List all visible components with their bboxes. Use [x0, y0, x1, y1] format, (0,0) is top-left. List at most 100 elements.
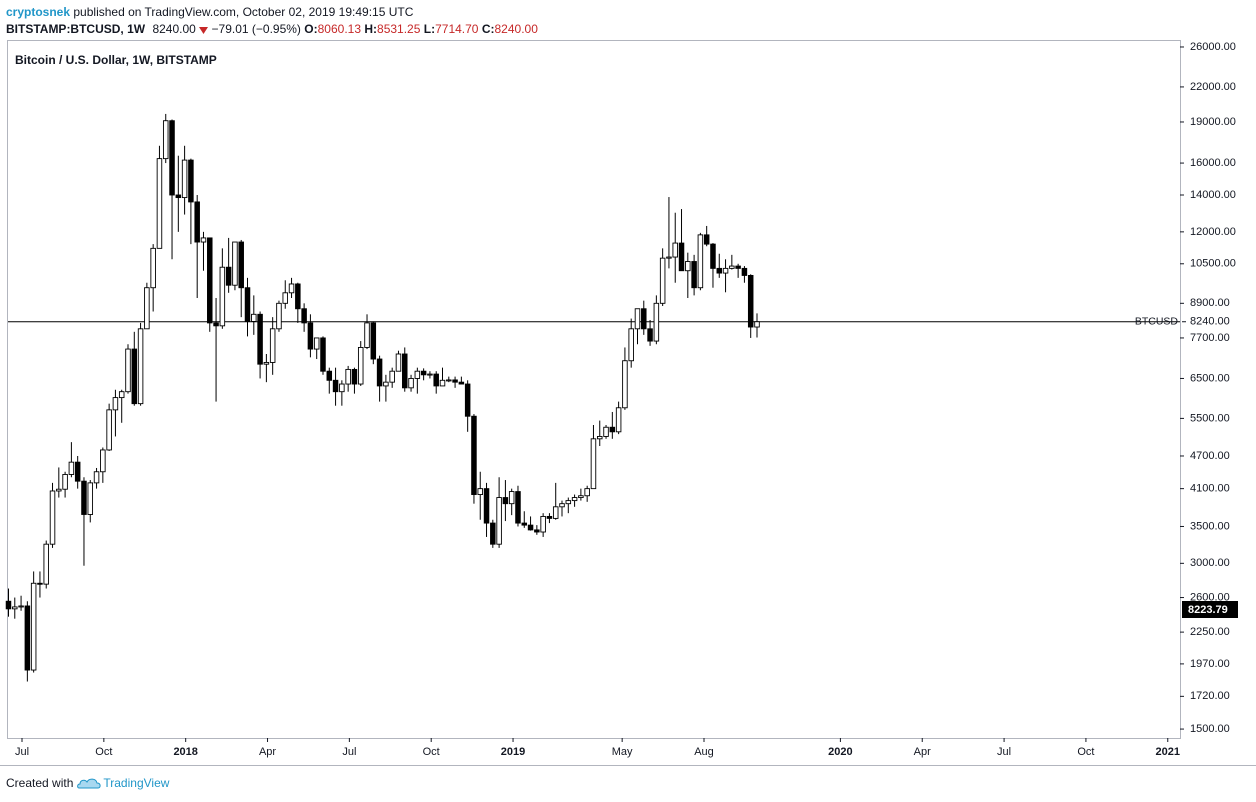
- y-tick-label: 1970.00: [1190, 658, 1230, 670]
- candle-body: [515, 491, 521, 524]
- price-tag: 8223.79: [1188, 604, 1228, 616]
- candle-body: [43, 543, 49, 585]
- candle-body: [118, 391, 125, 399]
- candle-body: [56, 488, 62, 492]
- candle-body: [93, 471, 100, 484]
- candle-body: [263, 361, 270, 365]
- x-tick-label: Aug: [694, 746, 714, 758]
- candle-body: [100, 449, 106, 473]
- x-tick-label: Jul: [997, 746, 1011, 758]
- x-tick-label: Apr: [259, 746, 276, 758]
- price-line-name: BTCUSD: [1135, 316, 1179, 328]
- y-tick-label: 14000.00: [1190, 189, 1236, 201]
- footer: Created with TradingView: [6, 776, 169, 790]
- candle-body: [194, 201, 200, 243]
- candle-body: [634, 308, 641, 330]
- candle-body: [181, 159, 188, 199]
- chart-title: Bitcoin / U.S. Dollar, 1W, BITSTAMP: [15, 53, 217, 67]
- candle-body: [464, 383, 471, 417]
- candle-body: [496, 497, 502, 545]
- candle-body: [578, 495, 584, 499]
- candle-body: [49, 490, 56, 545]
- candle-body: [534, 529, 540, 533]
- plot-frame: [7, 40, 1181, 739]
- candle-body: [213, 322, 219, 327]
- candle-body: [112, 397, 119, 411]
- candle-body: [666, 256, 672, 259]
- candle-body: [251, 313, 257, 322]
- down-arrow: [199, 26, 209, 34]
- candle-body: [710, 243, 716, 269]
- candle-body: [546, 515, 553, 519]
- candle-body: [238, 241, 244, 289]
- author: cryptosnek: [6, 5, 71, 19]
- y-tick-label: 26000.00: [1190, 41, 1236, 53]
- candle-body: [647, 328, 653, 342]
- candle-body: [722, 267, 729, 274]
- close-label: C:: [481, 22, 495, 36]
- y-tick-label: 1500.00: [1190, 723, 1230, 735]
- candle-body: [609, 426, 616, 433]
- x-tick-label: 2019: [501, 746, 525, 758]
- y-tick-label: 10500.00: [1190, 258, 1236, 270]
- candle-body: [439, 379, 446, 387]
- published: published on TradingView.com, October 02…: [73, 5, 414, 19]
- candle-body: [527, 524, 534, 531]
- candle-body: [584, 488, 590, 497]
- candle-body: [364, 322, 370, 348]
- candle-body: [691, 261, 697, 289]
- candle-body: [144, 287, 150, 330]
- candle-body: [156, 158, 163, 249]
- candle-body: [357, 346, 364, 385]
- candle-body: [269, 328, 276, 363]
- candle-body: [207, 237, 213, 324]
- y-tick-label: 16000.00: [1190, 157, 1236, 169]
- candle-body: [502, 497, 509, 505]
- candle-body: [427, 373, 433, 376]
- y-tick-label: 6500.00: [1190, 372, 1230, 384]
- candle-body: [81, 480, 87, 515]
- candle-body: [716, 267, 723, 274]
- candle-body: [18, 605, 24, 608]
- candle-body: [659, 257, 666, 304]
- y-tick-label: 4700.00: [1190, 450, 1230, 462]
- candle-body: [225, 266, 232, 286]
- candle-body: [685, 261, 691, 272]
- candle-body: [389, 370, 395, 383]
- candle-body: [571, 497, 578, 502]
- price-tag-box: [1182, 601, 1238, 618]
- candle-body: [452, 379, 458, 383]
- x-tick-label: May: [612, 746, 633, 758]
- candle-body: [351, 368, 358, 385]
- x-tick-label: 2018: [173, 746, 197, 758]
- candle-body: [508, 491, 515, 505]
- candle-body: [301, 308, 307, 324]
- candle-body: [62, 474, 68, 490]
- candle-body: [395, 353, 402, 372]
- candle-body: [219, 266, 226, 327]
- candle-body: [370, 322, 377, 360]
- y-tick-label: 8900.00: [1190, 297, 1230, 309]
- candle-body: [458, 381, 465, 385]
- x-tick-label: Apr: [914, 746, 931, 758]
- high-label: H:: [364, 22, 378, 36]
- candle-body: [282, 292, 289, 304]
- candle-body: [597, 436, 603, 440]
- x-tick-label: Jul: [342, 746, 356, 758]
- candle-body: [622, 360, 628, 409]
- y-tick-label: 3000.00: [1190, 557, 1230, 569]
- price: 8240.00: [152, 22, 196, 36]
- candle-body: [729, 265, 735, 269]
- candle-body: [87, 482, 94, 515]
- y-tick-label: 12000.00: [1190, 226, 1236, 238]
- logo: [77, 778, 101, 789]
- footer-text: Created with: [6, 776, 74, 790]
- y-tick-label: 22000.00: [1190, 81, 1236, 93]
- candle-body: [615, 407, 622, 433]
- candle-body: [697, 234, 704, 289]
- candle-body: [483, 488, 490, 524]
- candle-body: [232, 241, 238, 286]
- open-label: O:: [304, 22, 318, 36]
- y-tick-label: 2600.00: [1190, 591, 1230, 603]
